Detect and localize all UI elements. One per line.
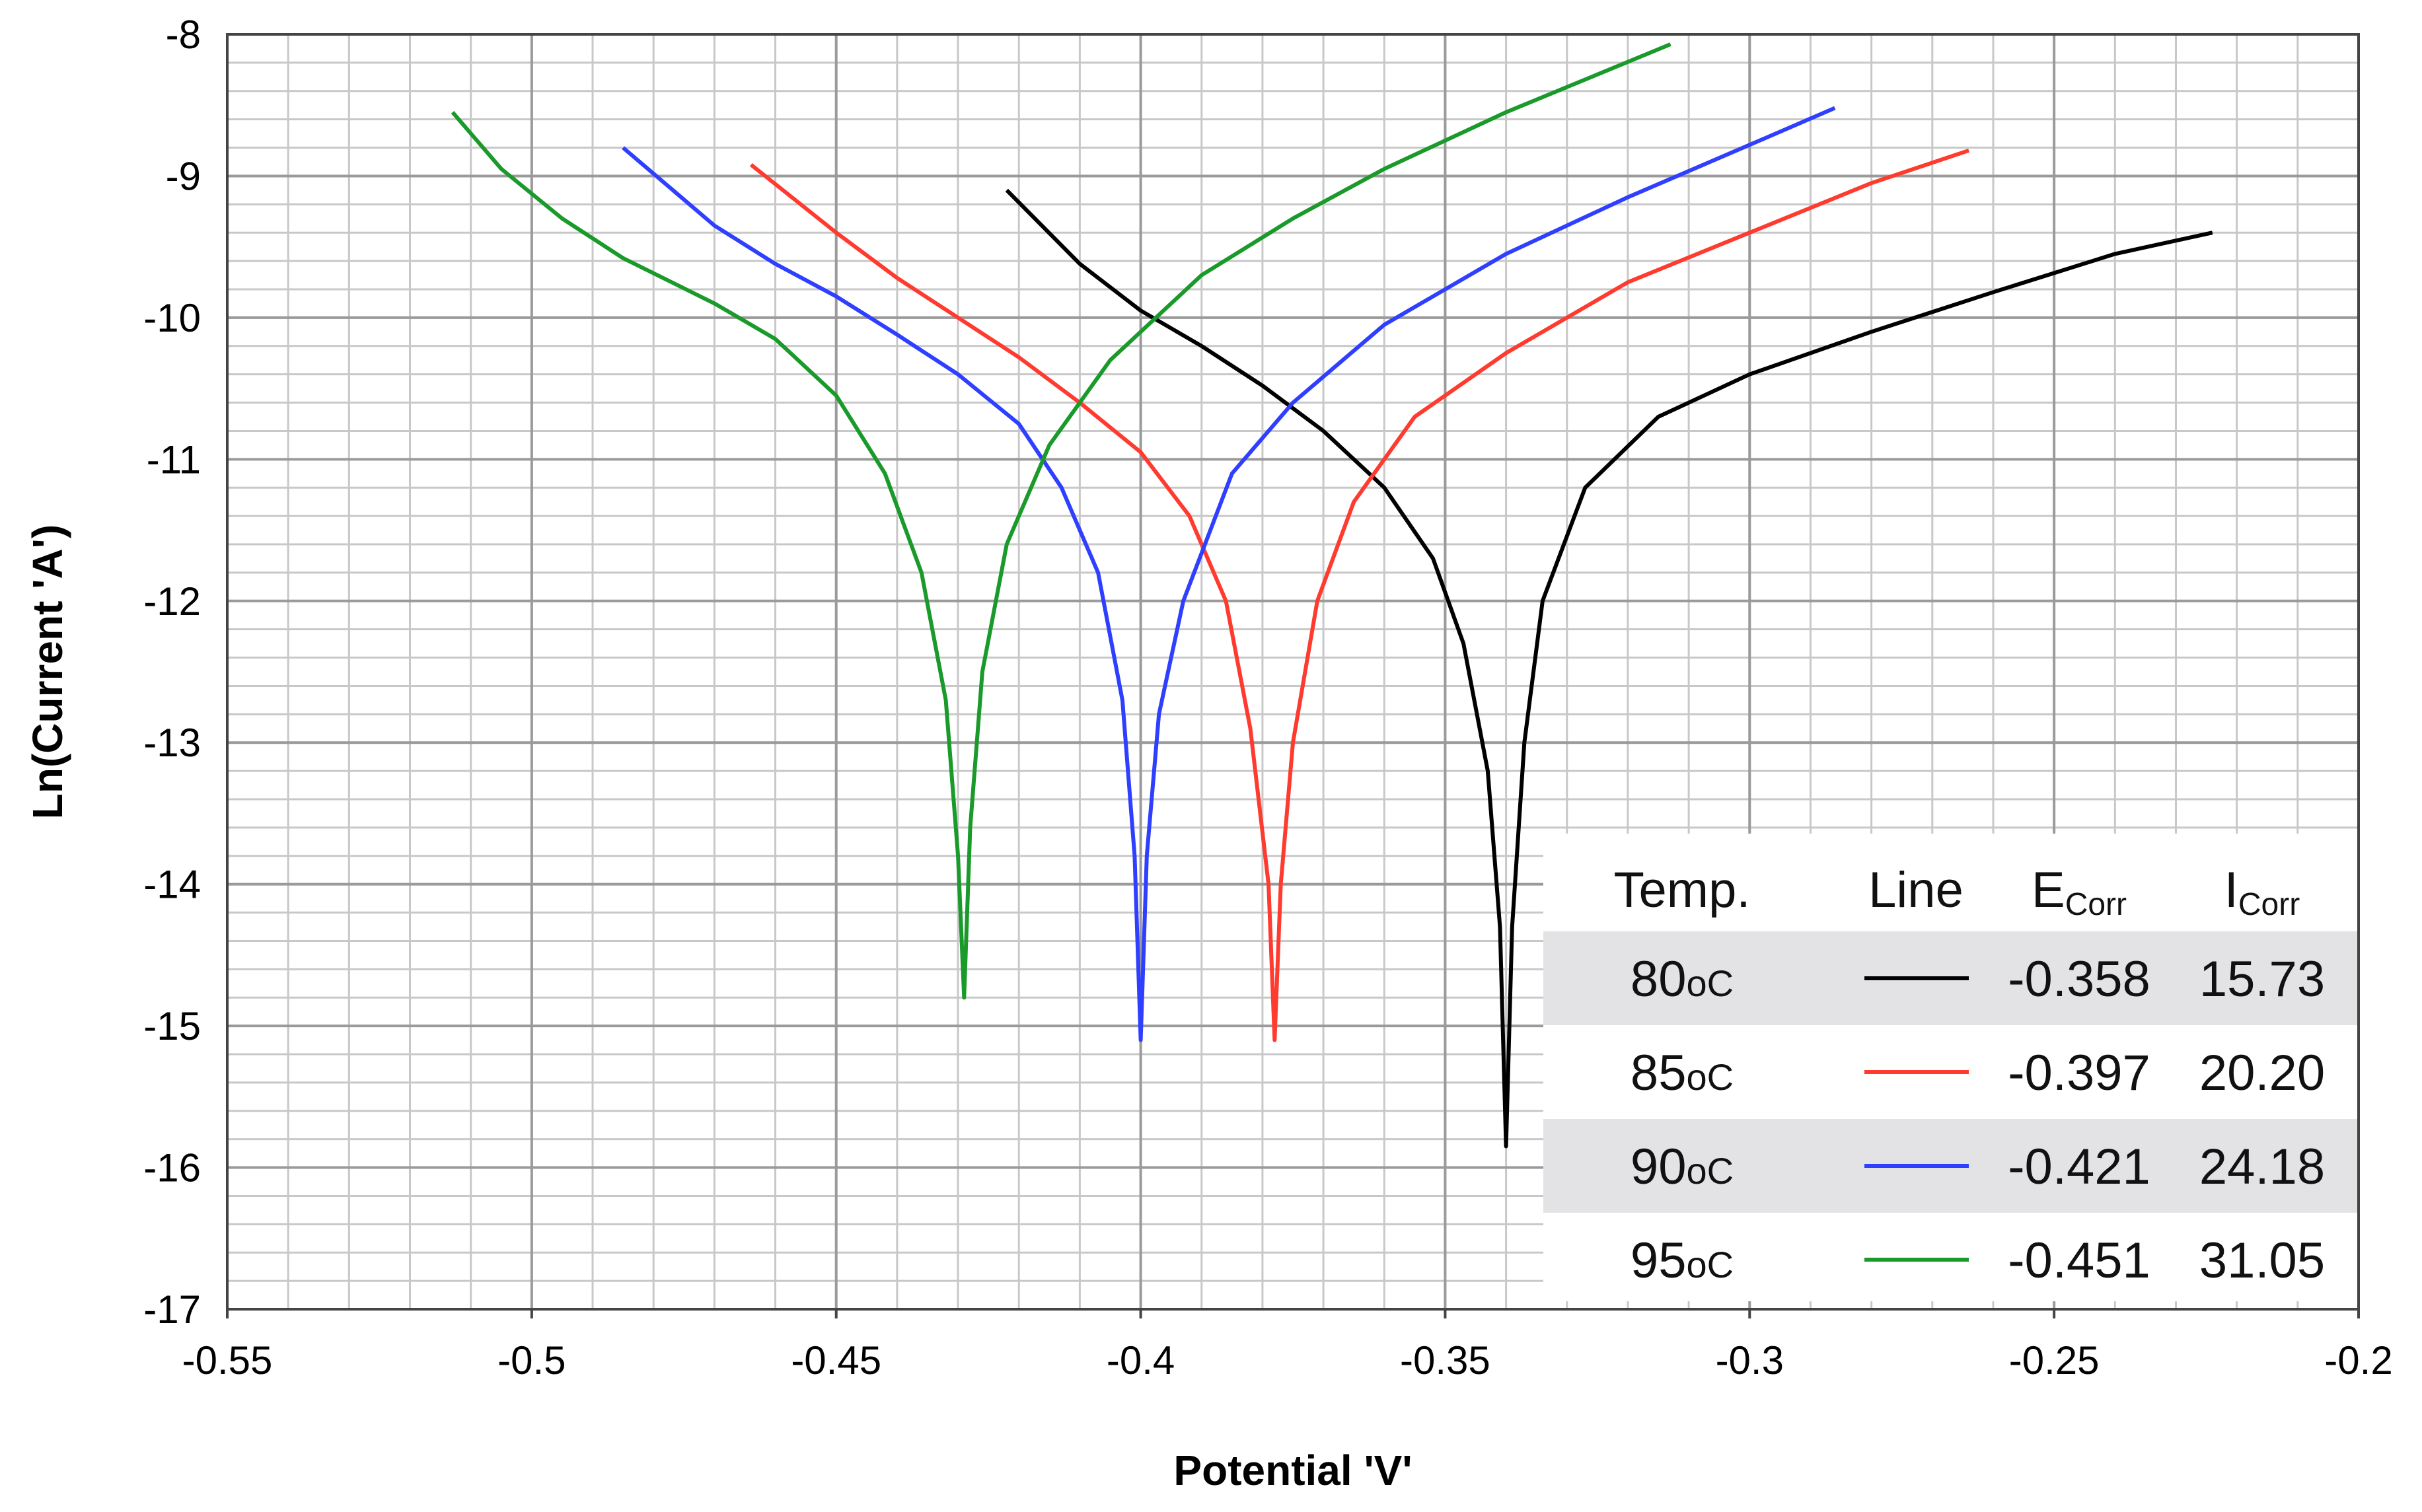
series-line-90c <box>622 106 1836 1042</box>
y-tick-label: -8 <box>166 13 201 57</box>
series-layer <box>451 42 2213 1149</box>
x-tick-label: -0.55 <box>182 1338 273 1383</box>
y-tick-label: -9 <box>166 154 201 198</box>
legend-temp-unit: oC <box>1686 1244 1734 1285</box>
legend-row-ecorr: -0.358 <box>2008 951 2150 1007</box>
legend-row-temp: 85oC <box>1631 1045 1734 1101</box>
legend-header-line: Line <box>1868 862 1963 918</box>
legend-row-icorr: 24.18 <box>2199 1139 2325 1195</box>
y-axis-ticks: -8 -9 -10 -11 -12 -13 -14 -15 -16 -17 <box>143 13 201 1332</box>
x-tick-label: -0.4 <box>1107 1338 1175 1383</box>
x-tick-label: -0.35 <box>1400 1338 1490 1383</box>
legend-row-icorr: 31.05 <box>2199 1233 2325 1289</box>
plot-area-border <box>226 33 2360 1311</box>
y-tick-label: -14 <box>143 863 201 907</box>
series-line-95c <box>451 42 1671 1000</box>
legend-temp-unit: oC <box>1686 1056 1734 1098</box>
series-line-85c <box>749 148 1970 1042</box>
y-tick-label: -15 <box>143 1004 201 1048</box>
series-line-80c <box>1005 188 2213 1149</box>
x-tick-label: -0.45 <box>791 1338 881 1383</box>
legend-temp-value: 80 <box>1631 951 1687 1007</box>
legend-row-icorr: 15.73 <box>2199 951 2325 1007</box>
x-axis-ticks: -0.55 -0.5 -0.45 -0.4 -0.35 -0.3 -0.25 -0.2 <box>182 1309 2393 1383</box>
legend-header-icorr-sub: Corr <box>2238 887 2300 922</box>
legend-temp-unit: oC <box>1686 962 1734 1004</box>
legend-background <box>1543 834 2359 1301</box>
legend-header-temp: Temp. <box>1614 862 1751 918</box>
legend-header-icorr: ICorr <box>2224 862 2300 922</box>
y-tick-label: -16 <box>143 1146 201 1190</box>
x-tick-label: -0.5 <box>497 1338 566 1383</box>
legend-header-icorr-main: I <box>2224 862 2238 918</box>
legend-header-ecorr-sub: Corr <box>2065 887 2127 922</box>
legend-header-ecorr: ECorr <box>2032 862 2127 922</box>
legend-row-ecorr: -0.397 <box>2008 1045 2150 1101</box>
x-tick-label: -0.3 <box>1716 1338 1784 1383</box>
y-tick-label: -12 <box>143 579 201 624</box>
legend: Temp. Line ECorr ICorr 80oC -0.358 15.7385… <box>1543 834 2359 1301</box>
y-tick-label: -17 <box>143 1287 201 1332</box>
legend-row-ecorr: -0.451 <box>2008 1233 2150 1289</box>
legend-temp-unit: oC <box>1686 1150 1734 1192</box>
legend-temp-value: 95 <box>1631 1233 1687 1289</box>
x-axis-title: Potential 'V' <box>1173 1447 1412 1494</box>
legend-row-temp: 90oC <box>1631 1139 1734 1195</box>
legend-temp-value: 85 <box>1631 1045 1687 1101</box>
legend-row-icorr: 20.20 <box>2199 1045 2325 1101</box>
legend-temp-value: 90 <box>1631 1139 1687 1195</box>
legend-row-temp: 95oC <box>1631 1233 1734 1289</box>
y-tick-label: -10 <box>143 296 201 340</box>
legend-row-temp: 80oC <box>1631 951 1734 1007</box>
y-tick-label: -11 <box>147 437 201 482</box>
x-tick-label: -0.2 <box>2324 1338 2392 1383</box>
x-tick-label: -0.25 <box>2009 1338 2100 1383</box>
y-axis-title: Ln(Current 'A') <box>24 524 71 819</box>
legend-row-ecorr: -0.421 <box>2008 1139 2150 1195</box>
legend-header-ecorr-main: E <box>2032 862 2065 918</box>
y-tick-label: -13 <box>143 721 201 765</box>
